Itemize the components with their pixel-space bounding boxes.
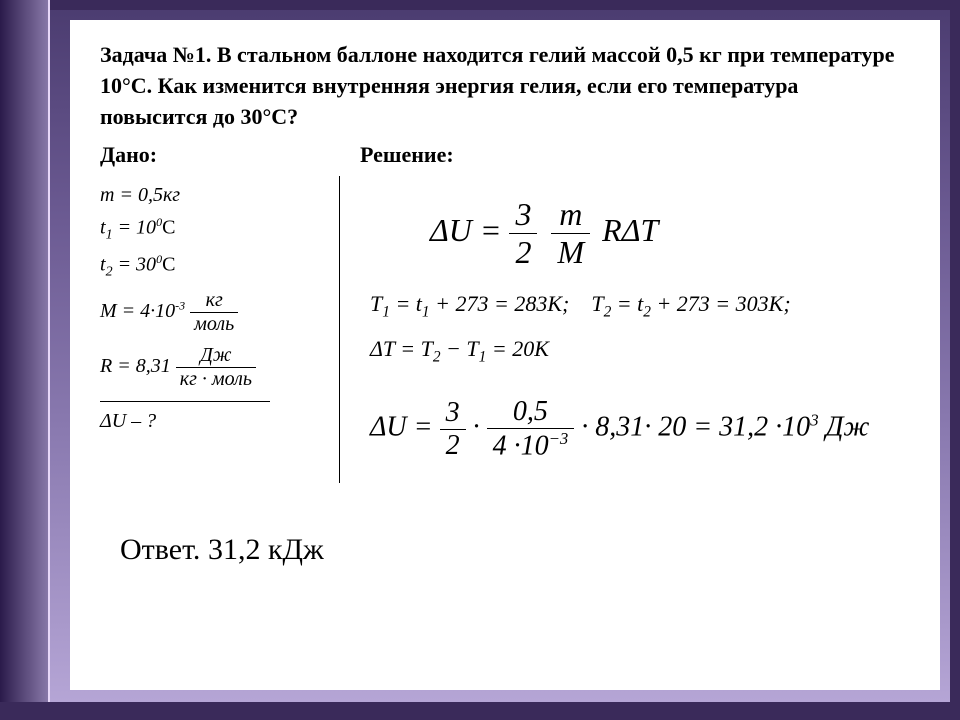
given-gas-constant: R = 8,31 Дж кг · моль — [100, 344, 324, 391]
given-find: ΔU – ? — [100, 410, 324, 433]
given-header: Дано: — [100, 142, 300, 168]
given-mass: m = 0,5кг — [100, 184, 324, 207]
molar-mass-fraction: кг моль — [190, 289, 238, 336]
decorative-border-right — [950, 0, 960, 720]
calc-fraction-2: 0,5 4 ·10−3 — [487, 396, 575, 462]
solution-header: Решение: — [360, 142, 454, 168]
fraction-m-over-M: m M — [551, 196, 590, 271]
answer-line: Ответ. 31,2 кДж — [120, 533, 910, 567]
delta-t-line: ΔT = T2 − T1 = 20K — [370, 336, 910, 366]
answer-label: Ответ. — [120, 533, 200, 566]
solution-column: ΔU = 3 2 m M RΔT T1 = t1 + 273 = 283K; T… — [340, 176, 910, 482]
given-divider — [100, 401, 270, 402]
given-molar-mass: M = 4·10-3 кг моль — [100, 289, 324, 336]
problem-text: В стальном баллоне находится гелий массо… — [100, 42, 895, 129]
decorative-border-top — [0, 0, 960, 10]
content-card: Задача №1. В стальном баллоне находится … — [70, 20, 940, 690]
given-column: m = 0,5кг t1 = 100C t2 = 300C M = 4·10-3… — [100, 176, 340, 482]
given-t2: t2 = 300C — [100, 252, 324, 281]
main-formula: ΔU = 3 2 m M RΔT — [430, 196, 910, 271]
calc-fraction-1: 3 2 — [440, 397, 466, 462]
given-t1: t1 = 100C — [100, 215, 324, 244]
decorative-border-bottom — [0, 702, 960, 720]
temperature-conversion: T1 = t1 + 273 = 283K; T2 = t2 + 273 = 30… — [370, 291, 910, 321]
problem-title: Задача №1. — [100, 42, 211, 67]
calculation-line: ΔU = 3 2 · 0,5 4 ·10−3 · 8,31· 20 = 31,2… — [370, 396, 910, 462]
fraction-three-halves: 3 2 — [509, 196, 537, 271]
section-headers: Дано: Решение: — [100, 142, 910, 168]
problem-statement: Задача №1. В стальном баллоне находится … — [100, 40, 910, 132]
gas-constant-fraction: Дж кг · моль — [176, 344, 256, 391]
decorative-border-left — [0, 0, 50, 720]
answer-value: 31,2 кДж — [208, 533, 324, 566]
work-area: m = 0,5кг t1 = 100C t2 = 300C M = 4·10-3… — [100, 176, 910, 482]
